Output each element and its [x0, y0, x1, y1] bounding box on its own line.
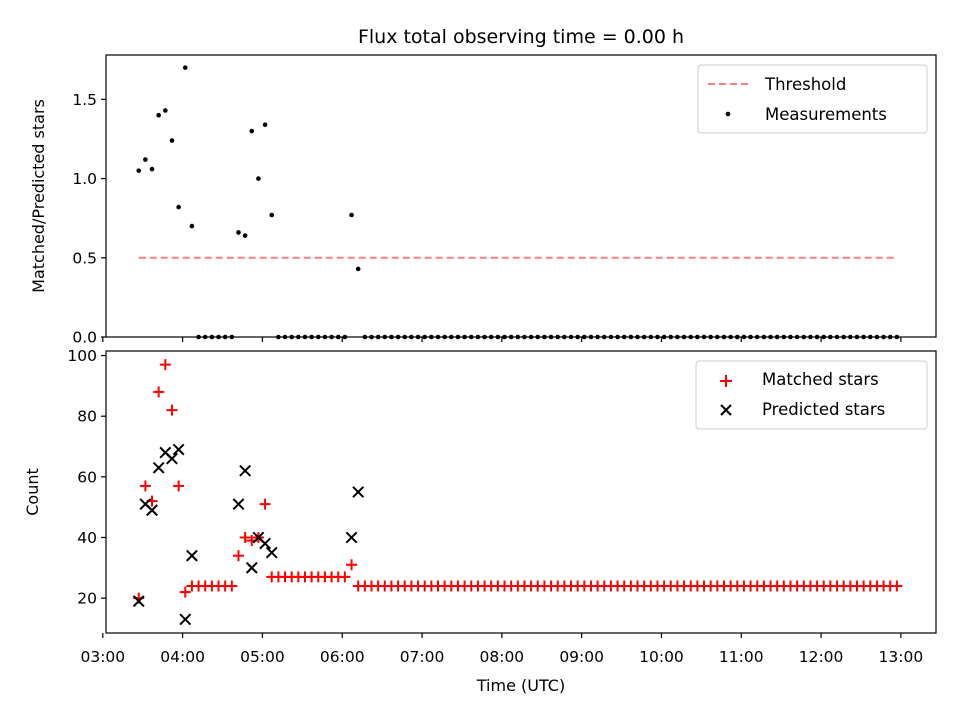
bottom-y-tick-label: 20	[77, 590, 97, 608]
x-tick-label: 05:00	[240, 648, 285, 666]
top-legend-box	[697, 64, 928, 134]
matched-stars-points	[133, 359, 903, 604]
bottom-legend: Matched stars Predicted stars	[695, 360, 928, 430]
legend-predicted-label: Predicted stars	[762, 400, 885, 419]
measurement-point	[189, 223, 195, 229]
measurement-point	[249, 128, 255, 134]
top-y-tick-label: 1.5	[72, 91, 97, 109]
matched-star-point	[891, 580, 903, 592]
bottom-panel: 20 40 60 80 100 03:00 04:00 05:00 06:00 07:00 08:…	[23, 347, 937, 695]
predicted-star-point	[265, 546, 278, 559]
predicted-star-point	[259, 537, 271, 550]
top-y-tick-label: 1.0	[72, 170, 97, 188]
top-x-ticks	[102, 337, 902, 342]
chart-title: Flux total observing time = 0.00 h	[358, 26, 684, 48]
legend-measurements-label: Measurements	[765, 105, 887, 124]
bottom-y-axis-label: Count	[23, 468, 42, 516]
measurement-point	[143, 157, 148, 162]
x-tick-label: 06:00	[320, 648, 365, 666]
matched-star-point	[166, 404, 178, 416]
measurement-point	[163, 108, 168, 113]
matched-star-point	[226, 580, 238, 592]
predicted-star-point	[186, 549, 198, 562]
bottom-y-tick-label: 100	[67, 347, 97, 365]
predicted-star-point	[352, 486, 365, 498]
measurement-point	[156, 112, 161, 118]
x-tick-label: 10:00	[639, 648, 684, 666]
measurement-point	[256, 176, 261, 181]
measurement-point	[269, 212, 275, 218]
legend-matched-label: Matched stars	[762, 370, 879, 389]
bottom-y-tick-label: 80	[77, 408, 97, 426]
predicted-star-point	[239, 464, 252, 477]
measurement-point	[262, 122, 268, 128]
matched-star-point	[153, 386, 165, 398]
predicted-star-point	[245, 561, 258, 574]
measurement-point	[182, 65, 188, 70]
top-y-tick-label: 0.5	[72, 249, 97, 267]
matched-star-point	[259, 498, 271, 510]
measurement-point	[176, 204, 181, 210]
top-legend: Threshold Measurements	[697, 64, 928, 134]
legend-measurements-swatch	[725, 111, 731, 117]
top-y-ticks: 0.0 0.5 1.0 1.5	[72, 91, 106, 347]
measurement-point	[149, 166, 155, 172]
measurement-point	[136, 168, 142, 173]
predicted-star-point	[232, 498, 245, 511]
predicted-star-point	[166, 452, 178, 465]
measurement-point	[236, 230, 241, 235]
measurement-point	[355, 266, 361, 272]
top-panel: 0.0 0.5 1.0 1.5 Matched/Predicted stars Thr…	[29, 54, 937, 347]
top-y-tick-label: 0.0	[72, 329, 97, 347]
top-y-axis-label: Matched/Predicted stars	[29, 99, 48, 293]
measurement-point	[349, 212, 354, 218]
matched-star-point	[139, 480, 151, 492]
bottom-legend-box	[695, 360, 928, 430]
legend-matched-swatch	[720, 375, 732, 387]
predicted-star-point	[345, 531, 358, 544]
matched-star-point	[159, 359, 171, 371]
top-axes-frame	[105, 54, 937, 338]
bottom-y-tick-label: 60	[77, 468, 97, 486]
predicted-star-point	[132, 595, 145, 608]
x-tick-label: 03:00	[80, 648, 125, 666]
measurement-point	[169, 138, 175, 143]
matched-star-point	[179, 586, 191, 598]
legend-predicted-swatch	[720, 404, 732, 416]
x-tick-label: 12:00	[799, 648, 844, 666]
x-axis-label: Time (UTC)	[476, 676, 565, 695]
predicted-star-point	[179, 613, 192, 626]
matched-star-point	[173, 480, 185, 492]
x-tick-label: 11:00	[719, 648, 764, 666]
x-tick-label: 13:00	[879, 648, 924, 666]
matched-star-point	[232, 550, 244, 562]
matched-star-point	[239, 531, 251, 543]
bottom-y-ticks: 20 40 60 80 100	[67, 347, 106, 608]
predicted-star-point	[172, 443, 185, 456]
x-tick-label: 07:00	[400, 648, 445, 666]
bottom-x-ticks: 03:00 04:00 05:00 06:00 07:00 08:00 09:00 10:00…	[80, 633, 923, 666]
matched-star-point	[346, 559, 358, 571]
matched-star-point	[339, 571, 351, 583]
x-tick-label: 04:00	[160, 648, 205, 666]
predicted-star-point	[152, 461, 165, 474]
x-tick-label: 09:00	[559, 648, 604, 666]
predicted-stars-points	[132, 443, 365, 626]
x-tick-label: 08:00	[480, 648, 525, 666]
bottom-y-tick-label: 40	[77, 529, 97, 547]
predicted-star-point	[146, 504, 158, 517]
bottom-axes-frame	[105, 350, 937, 634]
legend-threshold-label: Threshold	[764, 75, 846, 94]
measurement-point	[242, 233, 248, 238]
